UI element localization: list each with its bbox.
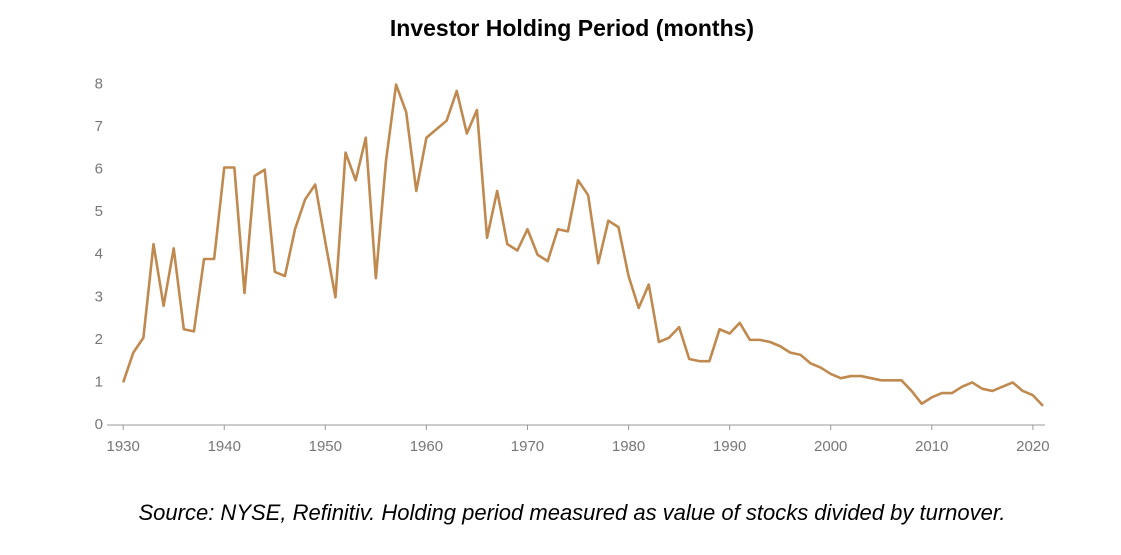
y-tick-label: 3: [95, 288, 103, 305]
x-tick-label: 1940: [208, 438, 241, 455]
y-tick-label: 0: [95, 416, 103, 433]
x-tick-label: 2000: [814, 438, 847, 455]
x-tick-label: 1930: [106, 438, 139, 455]
y-tick-label: 4: [95, 246, 103, 263]
x-tick-label: 1980: [612, 438, 645, 455]
y-tick-label: 7: [95, 118, 103, 135]
x-tick-label: 2010: [915, 438, 948, 455]
source-note: Source: NYSE, Refinitiv. Holding period …: [139, 500, 1006, 525]
data-line: [121, 83, 1044, 407]
chart-title: Investor Holding Period (months): [390, 15, 754, 41]
x-tick-label: 2020: [1016, 438, 1049, 455]
y-tick-label: 2: [95, 331, 103, 348]
y-tick-label: 6: [95, 161, 103, 178]
y-tick-label: 1: [95, 373, 103, 390]
y-tick-label: 8: [95, 75, 103, 92]
x-tick-label: 1960: [410, 438, 443, 455]
x-tick-label: 1990: [713, 438, 746, 455]
x-tick-label: 1970: [511, 438, 544, 455]
y-tick-label: 5: [95, 203, 103, 220]
x-tick-label: 1950: [309, 438, 342, 455]
